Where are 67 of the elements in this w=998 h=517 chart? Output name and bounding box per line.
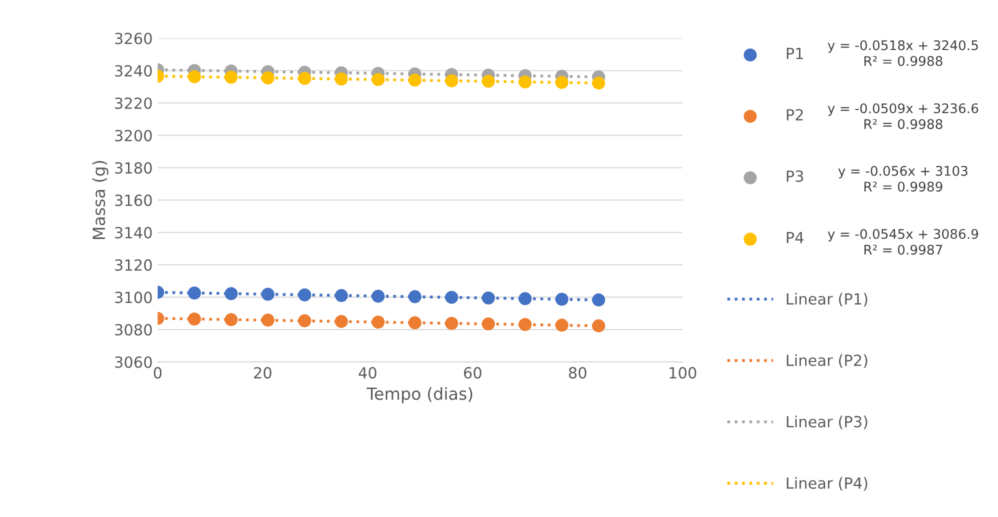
point xyxy=(298,72,312,85)
legend-label: Linear (P1) xyxy=(786,292,868,307)
y-tick-label: 3220 xyxy=(115,97,152,110)
point xyxy=(445,74,458,88)
point xyxy=(334,72,348,86)
point xyxy=(408,316,422,330)
point xyxy=(224,287,238,300)
text: y = -0.0545x + 3086.9 R² = 0.9987 xyxy=(828,228,978,255)
point xyxy=(555,318,568,332)
point xyxy=(334,314,348,328)
point xyxy=(518,292,532,306)
y-tick-label: 3140 xyxy=(115,226,152,238)
point xyxy=(298,314,312,328)
point xyxy=(408,290,422,304)
x-tick-label: 80 xyxy=(568,367,586,379)
point xyxy=(445,316,458,330)
y-tick-label: 3200 xyxy=(115,130,152,142)
point xyxy=(555,292,568,306)
x-axis-title: Tempo (dias) xyxy=(366,387,472,404)
point xyxy=(224,313,238,326)
x-tick-label: 20 xyxy=(254,367,272,379)
x-tick-label: 0 xyxy=(154,367,162,379)
legend-label: Linear (P3) xyxy=(786,416,868,430)
point xyxy=(372,73,385,86)
x-tick-label: 40 xyxy=(358,367,376,379)
point xyxy=(592,293,606,306)
y-tick-label: 3100 xyxy=(115,292,152,304)
text: y = -0.056x + 3103 R² = 0.9989 xyxy=(838,166,968,192)
text: y = -0.0518x + 3240.5 R² = 0.9988 xyxy=(828,40,978,66)
x-tick-label: 100 xyxy=(670,367,696,379)
legend-label: P4 xyxy=(786,232,804,244)
y-tick-label: 3160 xyxy=(115,194,152,206)
x-tick-label: 60 xyxy=(464,367,482,379)
point xyxy=(261,288,274,301)
y-tick-label: 3260 xyxy=(115,32,152,44)
legend-label: P2 xyxy=(786,109,803,120)
point xyxy=(408,74,422,87)
y-tick-label: 3080 xyxy=(115,324,152,336)
point xyxy=(555,76,568,89)
point xyxy=(372,290,385,303)
legend-label: P3 xyxy=(786,170,804,182)
point xyxy=(298,288,312,302)
point xyxy=(518,75,532,88)
point xyxy=(188,70,201,84)
point xyxy=(482,317,495,330)
legend-label: Linear (P4) xyxy=(786,477,868,491)
y-tick-label: 3120 xyxy=(115,259,152,271)
point xyxy=(372,316,385,329)
point xyxy=(261,314,274,327)
y-axis-title: Massa (g) xyxy=(92,160,108,239)
point xyxy=(518,318,532,332)
point xyxy=(482,291,495,304)
point xyxy=(224,70,238,84)
point xyxy=(445,290,458,304)
text: y = -0.0509x + 3236.6 R² = 0.9988 xyxy=(828,103,978,130)
legend-label: Linear (P2) xyxy=(786,354,868,368)
point xyxy=(482,74,495,88)
point xyxy=(592,76,606,90)
y-tick-label: 3060 xyxy=(115,356,152,368)
point xyxy=(188,286,201,300)
y-tick-label: 3240 xyxy=(115,65,152,77)
point xyxy=(334,289,348,302)
point xyxy=(261,71,274,84)
point xyxy=(188,312,201,326)
point xyxy=(592,319,606,332)
y-tick-label: 3180 xyxy=(115,162,152,174)
legend-label: P1 xyxy=(786,48,803,59)
